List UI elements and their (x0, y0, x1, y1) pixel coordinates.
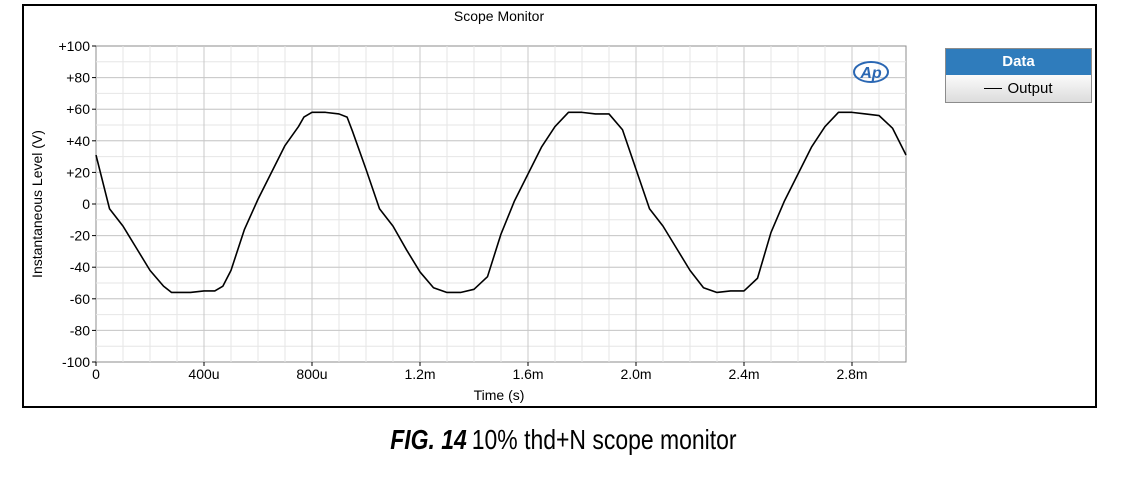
y-tick-label: +100 (58, 38, 90, 54)
y-tick-label: -40 (70, 259, 90, 275)
legend: Data Output (945, 48, 1092, 103)
y-tick-label: +40 (66, 133, 90, 149)
x-tick-label: 2.0m (620, 366, 651, 382)
chart-frame: Scope Monitor 0 400u 800u 1.2m 1.6m 2.0m 2.4m 2… (22, 4, 1097, 408)
x-tick-label: 1.2m (404, 366, 435, 382)
y-tick-label: +60 (66, 101, 90, 117)
x-axis-label: Time (s) (474, 387, 525, 403)
scope-chart: Scope Monitor 0 400u 800u 1.2m 1.6m 2.0m 2.4m 2… (29, 8, 907, 403)
logo-text: Ap (859, 65, 882, 82)
x-tick-label: 1.6m (512, 366, 543, 382)
legend-entry-output[interactable]: Output (946, 75, 1091, 102)
x-tick-label: 0 (92, 366, 100, 382)
x-tick-label: 400u (188, 366, 219, 382)
audio-precision-logo: Ap (853, 61, 889, 83)
legend-title: Data (946, 49, 1091, 75)
series-line-output (95, 111, 907, 294)
trace-group (95, 111, 907, 294)
grid-lines (96, 46, 906, 362)
y-tick-label: -80 (70, 322, 90, 338)
y-tick-label: -20 (70, 228, 90, 244)
y-tick-label: +20 (66, 164, 90, 180)
chart-title: Scope Monitor (454, 8, 545, 24)
legend-swatch (984, 88, 1003, 89)
legend-entry-label: Output (1007, 80, 1053, 97)
figure-label: FIG. 14 (390, 424, 467, 455)
y-tick-label: -100 (62, 354, 90, 370)
x-tick-label: 2.8m (836, 366, 867, 382)
tick-labels: 0 400u 800u 1.2m 1.6m 2.0m 2.4m 2.8m +100 +80 +60 +… (58, 38, 867, 382)
y-tick-label: -60 (70, 291, 90, 307)
y-tick-label: 0 (82, 196, 90, 212)
y-tick-label: +80 (66, 70, 90, 86)
figure-caption: FIG. 14 10% thd+N scope monitor (101, 424, 1025, 456)
x-tick-label: 800u (296, 366, 327, 382)
figure-caption-text: 10% thd+N scope monitor (471, 424, 737, 455)
y-axis-label: Instantaneous Level (V) (29, 130, 45, 278)
x-tick-label: 2.4m (728, 366, 759, 382)
